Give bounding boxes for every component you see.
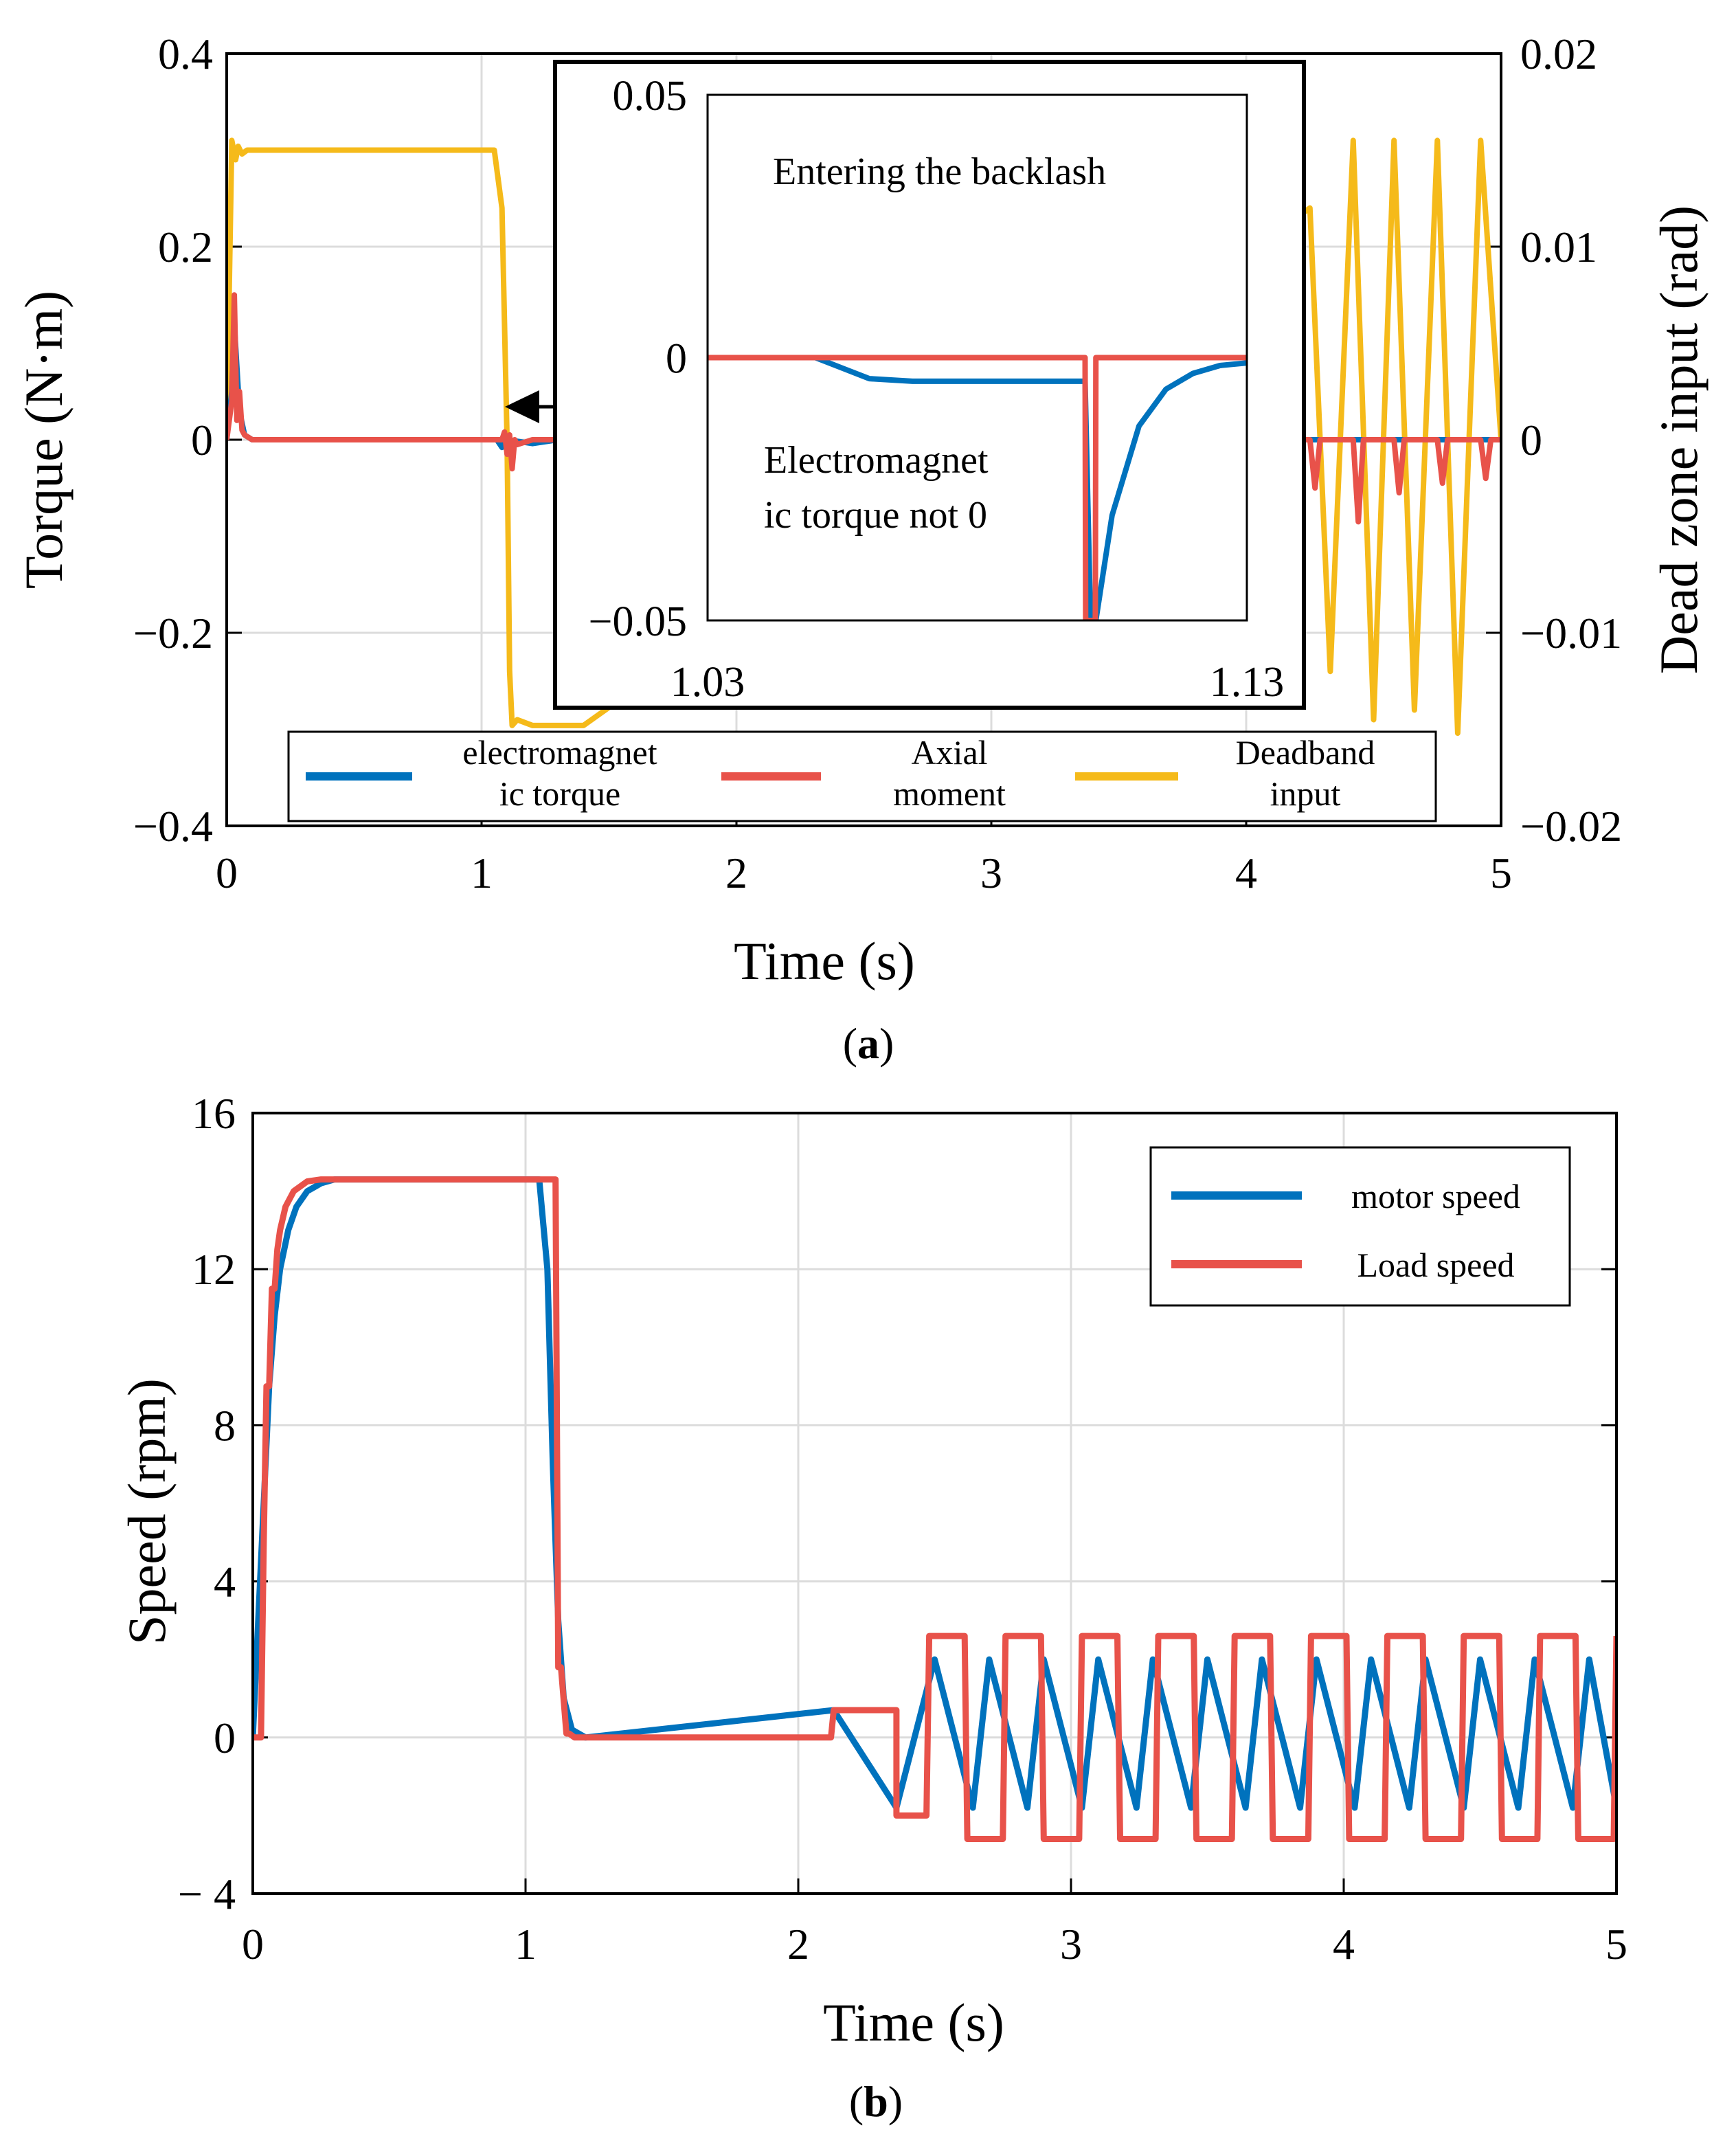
- panel-a-legend: electromagnet ic torque Axial moment Dea…: [287, 730, 1437, 822]
- inset-x-tick-label: 1.03: [670, 659, 745, 706]
- inset-y-tick-label: 0: [666, 336, 687, 383]
- panel-a-y-axis-label: Torque (N·m): [14, 291, 74, 589]
- annotation-electromagnetic-line1: Electromagnet: [764, 439, 989, 482]
- legend-label-axial-moment-l1: Axial: [911, 733, 987, 772]
- inset-series-electromagnetic-torque: [708, 355, 1247, 620]
- panel-a-y2-ticks: −0.02 −0.01 0 0.01 0.02: [1520, 30, 1622, 851]
- legend-label-load-speed: Load speed: [1357, 1246, 1514, 1284]
- panel-a-x-tick-label: 5: [1490, 849, 1512, 897]
- panel-a-y2-tick-label: 0.02: [1520, 30, 1597, 78]
- panel-a-x-tick-label: 3: [980, 849, 1002, 897]
- panel-b-legend-box: [1149, 1146, 1571, 1307]
- panel-b-caption: (b): [849, 2077, 903, 2126]
- legend-label-deadband-input-l1: Deadband: [1236, 733, 1375, 772]
- panel-b-y-ticks: − 4 0 4 8 12 16: [178, 1089, 236, 1918]
- legend-label-motor-speed: motor speed: [1351, 1177, 1520, 1215]
- panel-b-y-tick-label: 4: [214, 1558, 236, 1606]
- panel-b-series-load-speed: [253, 1176, 1616, 1842]
- inset-y-tick-label: −0.05: [589, 598, 687, 645]
- panel-a-y2-tick-label: 0.01: [1520, 223, 1597, 271]
- panel-a-x-ticks: 0 1 2 3 4 5: [216, 849, 1512, 897]
- panel-b-x-tick-label: 3: [1060, 1920, 1082, 1968]
- panel-a-y-tick-label: 0.4: [158, 30, 213, 78]
- panel-b-y-axis-label: Speed (rpm): [117, 1378, 177, 1645]
- panel-a-y-tick-label: −0.2: [133, 609, 213, 658]
- inset-plot-frame: [706, 93, 1248, 622]
- panel-a-y2-tick-label: −0.02: [1520, 802, 1622, 851]
- panel-b-plot-frame: [251, 1112, 1618, 1895]
- inset-y-ticks: 0.05 0 −0.05: [589, 73, 687, 645]
- panel-a-plot-frame: [225, 52, 1502, 827]
- inset-y-tick-label: 0.05: [613, 73, 688, 120]
- panel-b-x-tick-label: 1: [515, 1920, 537, 1968]
- panel-a-series-deadband-input: [227, 137, 1501, 737]
- inset-x-tick-label: 1.13: [1210, 659, 1285, 706]
- panel-b-series: [253, 1176, 1616, 1842]
- legend-label-electromagnetic-torque-l1: electromagnet: [462, 733, 657, 772]
- legend-label-electromagnetic-torque-l2: ic torque: [499, 774, 620, 813]
- panel-b-y-tick-label: 16: [192, 1089, 236, 1138]
- panel-a-legend-box: [287, 730, 1437, 822]
- panel-a-y-ticks: −0.4 −0.2 0 0.2 0.4: [133, 30, 213, 851]
- panel-a-x-tick-label: 1: [471, 849, 493, 897]
- panel-b-x-tick-label: 5: [1605, 1920, 1627, 1968]
- panel-a-y-tick-label: 0: [191, 416, 213, 464]
- panel-a-y-tick-label: 0.2: [158, 223, 213, 271]
- panel-a-caption: (a): [843, 1019, 894, 1068]
- panel-b-x-ticks: 0 1 2 3 4 5: [242, 1920, 1627, 1968]
- panel-b-x-tick-label: 4: [1333, 1920, 1355, 1968]
- panel-a-y2-tick-label: −0.01: [1520, 609, 1622, 658]
- inset-x-ticks: 1.03 1.13: [670, 659, 1285, 706]
- panel-b-y-tick-label: 8: [214, 1401, 236, 1450]
- panel-b-y-tick-label: 0: [214, 1714, 236, 1762]
- panel-b-x-axis-label: Time (s): [823, 1993, 1004, 2052]
- panel-a: 0 1 2 3 4 5 −0.4 −0.2 0 0.2 0.4 −0.02 −0.01 0 0.01 0.…: [14, 30, 1709, 1068]
- panel-b-y-tick-label: − 4: [178, 1870, 236, 1918]
- panel-a-x-tick-label: 0: [216, 849, 238, 897]
- panel-b-x-tick-label: 2: [787, 1920, 809, 1968]
- inset-series-axial-moment: [708, 355, 1247, 620]
- panel-b-x-tick-label: 0: [242, 1920, 264, 1968]
- panel-a-x-tick-label: 4: [1235, 849, 1257, 897]
- inset-series: [708, 355, 1247, 620]
- inset-background: [553, 60, 1306, 710]
- legend-label-deadband-input-l2: input: [1270, 774, 1341, 813]
- annotation-entering-backlash: Entering the backlash: [773, 150, 1106, 193]
- panel-a-y-tick-label: −0.4: [133, 802, 213, 851]
- panel-a-y2-axis-label: Dead zone input (rad): [1649, 205, 1709, 674]
- legend-label-axial-moment-l2: moment: [893, 774, 1006, 813]
- panel-b-series-motor-speed: [253, 1176, 1616, 1811]
- panel-a-x-axis-label: Time (s): [734, 931, 915, 991]
- panel-b-y-tick-label: 12: [192, 1245, 236, 1294]
- panel-a-y2-tick-label: 0: [1520, 416, 1542, 464]
- annotation-electromagnetic-line2: ic torque not 0: [764, 494, 987, 537]
- panel-a-x-tick-label: 2: [725, 849, 747, 897]
- inset-panel: 1.03 1.13 0.05 0 −0.05 Entering the backlas…: [553, 60, 1306, 710]
- panel-b-legend: motor speed Load speed: [1149, 1146, 1571, 1307]
